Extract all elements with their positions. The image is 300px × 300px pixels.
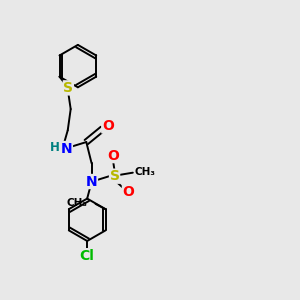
Text: N: N bbox=[61, 142, 72, 155]
Text: O: O bbox=[122, 185, 134, 199]
Text: S: S bbox=[110, 169, 120, 183]
Text: H: H bbox=[50, 141, 60, 154]
Text: O: O bbox=[102, 119, 114, 133]
Text: O: O bbox=[107, 148, 119, 163]
Text: CH₃: CH₃ bbox=[67, 198, 88, 208]
Text: CH₃: CH₃ bbox=[134, 167, 155, 177]
Text: N: N bbox=[86, 175, 98, 188]
Text: Cl: Cl bbox=[80, 249, 94, 263]
Text: S: S bbox=[63, 81, 73, 95]
